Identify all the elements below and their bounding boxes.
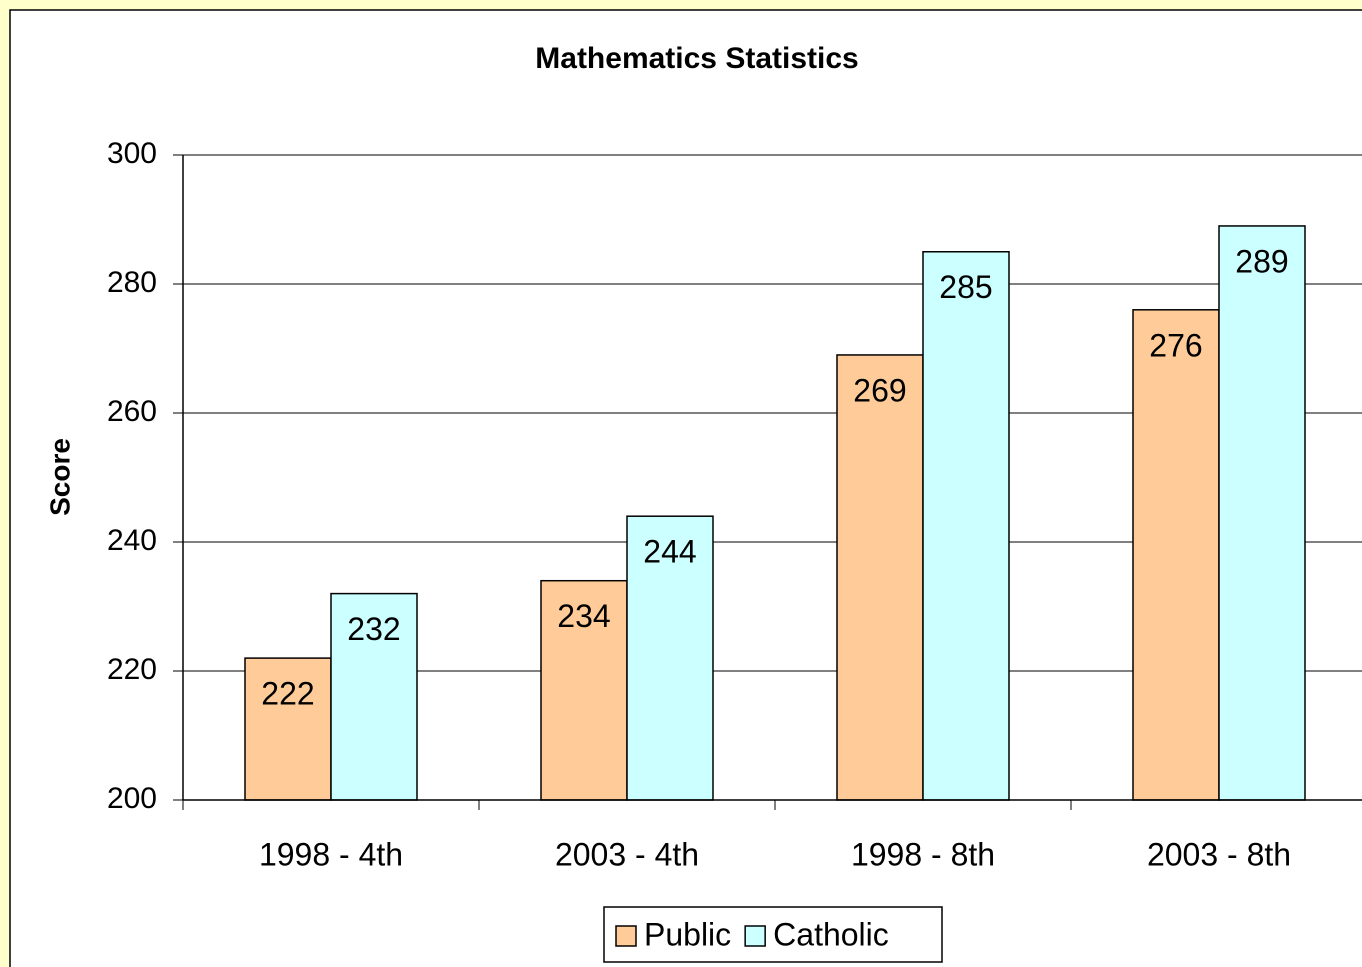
data-label: 234 <box>557 598 610 634</box>
bar <box>626 515 714 801</box>
x-tick-label: 1998 - 4th <box>259 836 403 872</box>
bar <box>1218 225 1306 801</box>
y-tick-label: 280 <box>107 266 157 299</box>
x-tick-label: 2003 - 4th <box>555 836 699 872</box>
bar <box>836 354 924 801</box>
bar <box>1132 309 1220 801</box>
legend-box <box>603 906 943 963</box>
legend: Public Catholic <box>603 906 943 963</box>
y-axis-label: Score <box>44 438 75 516</box>
data-label: 289 <box>1235 243 1288 279</box>
data-label: 222 <box>261 676 314 712</box>
legend-swatch <box>744 925 766 947</box>
data-label: 232 <box>347 611 400 647</box>
legend-swatch <box>615 925 637 947</box>
chart-title: Mathematics Statistics <box>535 42 858 75</box>
y-tick-label: 220 <box>107 653 157 686</box>
data-label: 269 <box>853 372 906 408</box>
data-label: 244 <box>643 534 696 570</box>
y-tick-label: 260 <box>107 395 157 428</box>
y-tick-label: 200 <box>107 782 157 815</box>
x-tick-label: 2003 - 8th <box>1147 836 1291 872</box>
bar <box>330 592 418 801</box>
y-tick-label: 300 <box>107 137 157 170</box>
legend-label: Public <box>644 916 731 952</box>
legend-label: Catholic <box>773 916 889 952</box>
data-label: 276 <box>1149 327 1202 363</box>
x-tick-label: 1998 - 8th <box>851 836 995 872</box>
data-label: 285 <box>939 269 992 305</box>
y-tick-label: 240 <box>107 524 157 557</box>
bar <box>922 251 1010 801</box>
